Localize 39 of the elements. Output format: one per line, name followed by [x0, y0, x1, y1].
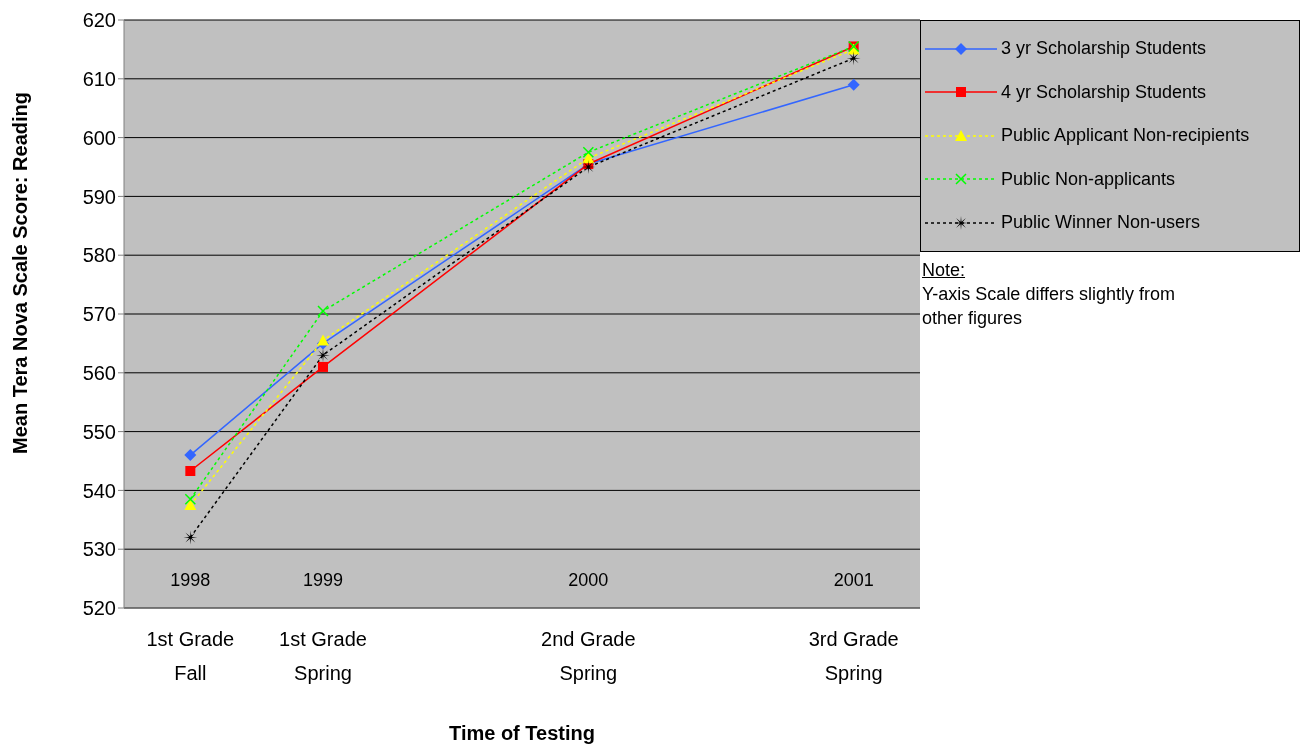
y-tick-label: 600 [82, 126, 116, 149]
point [847, 78, 860, 91]
annotation: 1999 [302, 570, 344, 590]
y-tick-label: 620 [82, 9, 116, 32]
point [184, 499, 197, 511]
point [184, 493, 197, 505]
legend-label: 3 yr Scholarship Students [1001, 38, 1207, 60]
annotation: 2001 [833, 570, 874, 590]
point [317, 334, 329, 346]
point [317, 305, 329, 317]
point [183, 530, 198, 545]
legend-label: Public Non-applicants [1001, 168, 1176, 190]
y-tick-label: 540 [82, 479, 116, 502]
legend-label: Public Winner Non-users [1001, 212, 1201, 234]
text: Note: [922, 259, 967, 282]
y-axis-title: Mean Tera Nova Scale Score: Reading [9, 92, 32, 454]
x-axis-title: Time of Testing [449, 722, 595, 744]
legend-label: Public Applicant Non-recipients [1001, 125, 1250, 147]
y-tick-label: 550 [82, 420, 116, 443]
y-tick-label: 580 [82, 244, 116, 267]
y-tick-label: 590 [82, 185, 116, 208]
y-tick-label: 530 [82, 538, 116, 561]
point [582, 146, 595, 159]
point [318, 361, 328, 372]
annotation: 2000 [568, 570, 609, 590]
point [185, 466, 196, 476]
x-tick-label: 3rd Grade Spring [808, 628, 899, 684]
point [582, 152, 595, 164]
y-tick-label: 560 [82, 361, 116, 384]
legend-label: 4 yr Scholarship Students [1001, 81, 1207, 103]
x-tick-label: 2nd Grade Spring [541, 628, 636, 684]
x-tick-label: 1st Grade Fall [146, 628, 235, 684]
y-tick-label: 570 [82, 303, 116, 326]
y-tick-label: 520 [82, 597, 116, 620]
point [184, 449, 197, 462]
x-tick-label: 1st Grade Spring [279, 628, 367, 684]
y-tick-label: 610 [82, 67, 116, 90]
annotation: 1998 [170, 570, 211, 590]
text: Y-axis Scale differs slightly from other figures [922, 283, 1177, 330]
